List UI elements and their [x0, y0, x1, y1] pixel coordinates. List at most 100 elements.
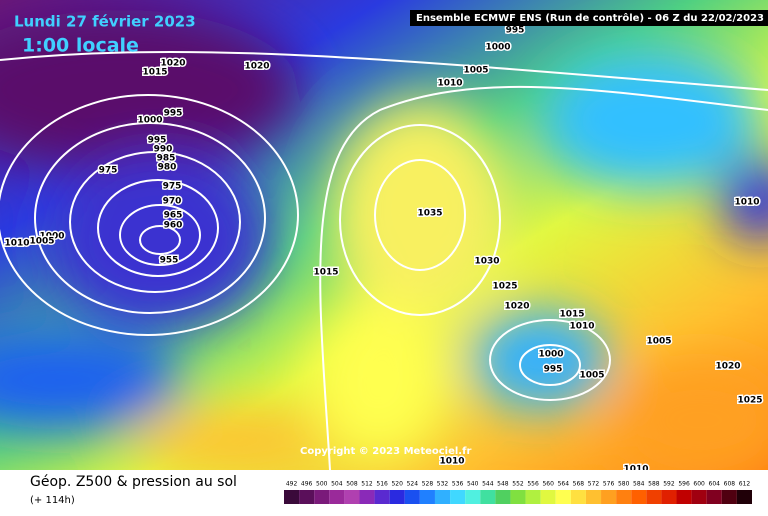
isobar-label: 1010 — [437, 79, 462, 89]
colorbar-swatch — [661, 490, 677, 504]
colorbar-label: 496 — [301, 481, 313, 488]
colorbar-swatch — [299, 490, 315, 504]
isobar-label: 975 — [99, 166, 118, 176]
isobar-label: 1015 — [313, 268, 338, 278]
colorbar-swatch — [616, 490, 632, 504]
colorbar-label: 508 — [346, 481, 358, 488]
isobar-label: 1020 — [244, 62, 269, 72]
colorbar-swatch — [389, 490, 405, 504]
colorbar-label: 536 — [452, 481, 464, 488]
isobars — [0, 50, 768, 471]
isobar-label: 995 — [506, 26, 525, 36]
isobar-label: 960 — [164, 221, 183, 231]
colorbar-label: 580 — [618, 481, 630, 488]
isobar-label: 1005 — [646, 337, 671, 347]
colorbar-swatch — [329, 490, 345, 504]
isobar-label: 1000 — [538, 350, 563, 360]
colorbar-label: 548 — [497, 481, 509, 488]
colorbar-label: 564 — [558, 481, 570, 488]
footer-title: Géop. Z500 & pression au sol — [30, 474, 237, 490]
run-banner — [410, 10, 768, 26]
colorbar-swatch — [510, 490, 526, 504]
colorbar-swatch — [450, 490, 466, 504]
colorbar-swatch — [736, 490, 752, 504]
colorbar-swatch — [555, 490, 571, 504]
colorbar-label: 528 — [422, 481, 434, 488]
isobar-label: 1005 — [463, 66, 488, 76]
isobar-label: 1020 — [504, 302, 529, 312]
colorbar-swatch — [404, 490, 420, 504]
colorbar-swatch — [495, 490, 511, 504]
isobar-label: 1010 — [734, 198, 759, 208]
colorbar-swatch — [691, 490, 707, 504]
colorbar-label: 492 — [286, 481, 298, 488]
colorbar-swatch — [706, 490, 722, 504]
isobar-label: 995 — [148, 136, 167, 146]
colorbar-label: 588 — [648, 481, 660, 488]
isobar-label: 1010 — [569, 322, 594, 332]
colorbar-swatch — [646, 490, 662, 504]
colorbar-swatch — [314, 490, 330, 504]
colorbar-swatch — [284, 490, 300, 504]
colorbar-swatch — [480, 490, 496, 504]
colorbar-label: 524 — [407, 481, 419, 488]
colorbar-label: 572 — [588, 481, 600, 488]
colorbar-swatch — [359, 490, 375, 504]
colorbar-swatch — [344, 490, 360, 504]
colorbar-swatch — [676, 490, 692, 504]
colorbar-label: 604 — [709, 481, 721, 488]
isobar-label: 970 — [163, 197, 182, 207]
colorbar-label: 504 — [331, 481, 343, 488]
colorbar-label: 552 — [512, 481, 524, 488]
isobar-label: 1005 — [29, 237, 54, 247]
isobar-label: 1025 — [737, 396, 762, 406]
colorbar-swatch — [540, 490, 556, 504]
colorbar-swatch — [525, 490, 541, 504]
colorbar-label: 556 — [527, 481, 539, 488]
colorbar-label: 500 — [316, 481, 328, 488]
colorbar-swatch — [374, 490, 390, 504]
isobar-label: 995 — [164, 109, 183, 119]
isobar-label: 1005 — [579, 371, 604, 381]
run-info: Ensemble ECMWF ENS (Run de contrôle) - 0… — [416, 12, 764, 24]
colorbar-swatch — [434, 490, 451, 504]
isobar-labels: 9951020101510201000100510109951000995990… — [3, 24, 764, 476]
colorbar-label: 592 — [663, 481, 675, 488]
colorbar-swatch — [721, 490, 737, 504]
isobar-label: 1020 — [160, 59, 185, 69]
colorbar-label: 516 — [376, 481, 388, 488]
colorbar-swatch — [419, 490, 435, 504]
isobar-label: 1010 — [4, 239, 29, 249]
isobar-label: 1035 — [417, 209, 442, 219]
colorbar-label: 540 — [467, 481, 479, 488]
lead-time: (+ 114h) — [30, 495, 75, 506]
colorbar-label: 568 — [573, 481, 585, 488]
colorbar-swatch — [601, 490, 617, 504]
colorbar-label: 544 — [482, 481, 494, 488]
isobar-label: 1000 — [39, 232, 64, 242]
colorbar-label: 608 — [724, 481, 736, 488]
isobar-label: 1000 — [137, 116, 162, 126]
isobar-label: 1020 — [715, 362, 740, 372]
colorbar-swatch — [585, 490, 602, 504]
isobar-label: 1015 — [559, 310, 584, 320]
local-time: 1:00 locale — [22, 35, 139, 57]
colorbar-label: 560 — [542, 481, 554, 488]
colorbar-swatch — [570, 490, 586, 504]
colorbar-label: 612 — [739, 481, 751, 488]
colorbar: 492 496 500 504 508 512 516 520 524 528 532 536 540 5… — [284, 481, 752, 504]
isobar-label: 1000 — [485, 43, 510, 53]
field-blobs — [0, 10, 768, 480]
colorbar-label: 532 — [437, 481, 449, 488]
colorbar-label: 584 — [633, 481, 645, 488]
isobar-label: 1010 — [439, 457, 464, 467]
isobar-label: 965 — [164, 211, 183, 221]
isobar-label: 955 — [160, 256, 179, 266]
colorbar-swatch — [465, 490, 481, 504]
colorbar-label: 596 — [678, 481, 690, 488]
colorbar-label: 576 — [603, 481, 615, 488]
isobar-label: 1030 — [474, 257, 499, 267]
date: Lundi 27 février 2023 — [14, 13, 196, 31]
isobar-label: 985 — [157, 154, 176, 164]
isobar-label: 980 — [158, 163, 177, 173]
